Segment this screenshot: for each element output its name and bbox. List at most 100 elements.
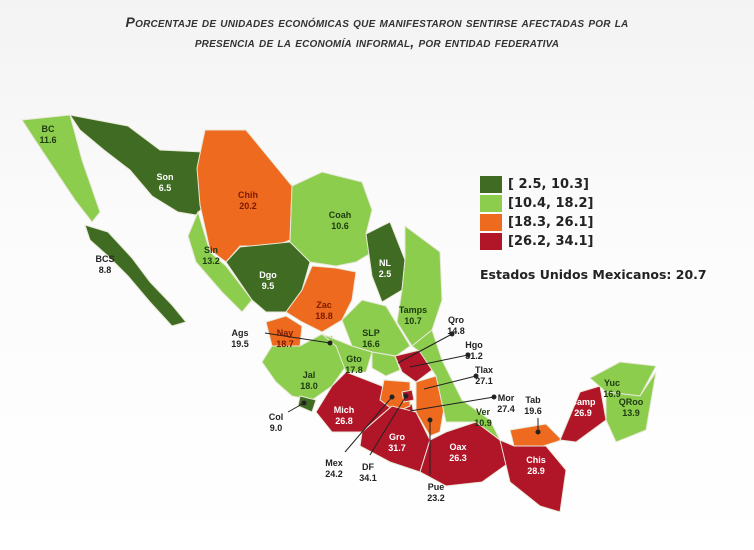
state-abbr-label: Sin [204,245,218,255]
state-value-label: 8.8 [99,265,112,275]
state-abbr-label: Gto [346,354,362,364]
state-abbr-label: Chis [526,455,546,465]
state-value-label: 17.8 [345,365,363,375]
leader-dot [389,394,395,400]
state-tamps [396,225,443,347]
state-value-label: 31.7 [388,443,406,453]
state-zac [285,265,357,333]
state-value-label: 9.5 [262,281,275,291]
state-abbr-label: NL [379,258,391,268]
state-tab [509,423,563,448]
leader-dot [535,429,541,435]
state-son [68,114,206,216]
legend-swatch [480,214,502,231]
state-chis [499,439,567,513]
state-abbr-label: BC [42,124,55,134]
state-abbr-label: Hgo [465,340,483,350]
state-value-label: 16.9 [603,389,621,399]
state-value-label: 31.2 [465,351,483,361]
national-value: Estados Unidos Mexicanos: 20.7 [480,267,707,282]
state-value-label: 11.6 [39,135,56,145]
state-value-label: 9.0 [270,423,283,433]
state-col [297,395,317,413]
legend-item: [10.4, 18.2] [480,194,707,213]
state-abbr-label: Mor [498,393,515,403]
state-abbr-label: Nay [277,328,294,338]
state-bc [21,114,101,223]
state-abbr-label: SLP [362,328,380,338]
state-value-label: 14.8 [447,326,465,336]
legend-item: [ 2.5, 10.3] [480,175,707,194]
legend-label: [18.3, 26.1] [508,215,594,230]
legend: [ 2.5, 10.3] [10.4, 18.2] [18.3, 26.1] [… [480,175,707,282]
state-value-label: 10.9 [474,418,492,428]
state-abbr-label: Ver [476,407,491,417]
state-abbr-label: Tab [525,395,541,405]
state-chih [196,129,293,263]
legend-item: [18.3, 26.1] [480,213,707,232]
state-value-label: 19.6 [524,406,542,416]
state-value-label: 24.2 [325,469,343,479]
state-abbr-label: Dgo [259,270,277,280]
legend-label: [ 2.5, 10.3] [508,177,589,192]
state-abbr-label: QRoo [619,397,644,407]
state-qro [371,351,401,377]
state-value-label: 10.7 [404,316,422,326]
leader-line [397,333,453,364]
state-abbr-label: Mex [325,458,343,468]
state-abbr-label: Gro [389,432,406,442]
state-abbr-label: Zac [316,300,332,310]
state-value-label: 27.4 [497,404,515,414]
state-value-label: 23.2 [427,493,445,503]
state-abbr-label: Yuc [604,378,620,388]
state-abbr-label: Ags [231,328,248,338]
leader-line [423,375,477,390]
state-value-label: 18.8 [315,311,333,321]
leader-dot [403,393,409,399]
state-value-label: 13.2 [202,256,220,266]
state-value-label: 26.9 [574,408,592,418]
state-abbr-label: Camp [570,397,596,407]
state-bcs [84,224,187,327]
leader-dot [427,417,433,423]
state-abbr-label: Oax [449,442,466,452]
state-value-label: 19.5 [231,339,249,349]
leader-dot [465,352,471,358]
legend-swatch [480,233,502,250]
leader-line [287,402,305,413]
legend-swatch [480,176,502,193]
map-title: Porcentaje de unidades económicas que ma… [0,12,754,52]
state-abbr-label: Coah [329,210,352,220]
legend-swatch [480,195,502,212]
state-value-label: 13.9 [622,408,640,418]
leader-line [409,396,495,412]
leader-dot [491,394,497,400]
map-title-line-2: presencia de la economía informal, por e… [194,34,560,50]
leader-dot [473,373,479,379]
state-abbr-label: Mich [334,405,355,415]
state-abbr-label: DF [362,462,374,472]
state-value-label: 20.2 [239,201,257,211]
state-value-label: 18.7 [276,339,294,349]
state-gto [321,333,373,373]
leader-line [344,396,393,453]
state-abbr-label: BCS [95,254,114,264]
state-value-label: 10.6 [331,221,349,231]
leader-dot [327,340,333,346]
state-value-label: 26.3 [449,453,467,463]
state-abbr-label: Qro [448,315,465,325]
state-qroo [605,371,657,443]
leader-line [369,395,407,456]
state-value-label: 26.8 [335,416,353,426]
state-abbr-label: Tamps [399,305,427,315]
state-value-label: 16.6 [362,339,380,349]
legend-item: [26.2, 34.1] [480,232,707,251]
legend-label: [26.2, 34.1] [508,234,594,249]
state-value-label: 28.9 [527,466,545,476]
state-camp [559,385,607,443]
state-value-label: 34.1 [359,473,377,483]
state-abbr-label: Jal [303,370,316,380]
leader-dot [301,400,307,406]
leader-line [409,354,469,368]
